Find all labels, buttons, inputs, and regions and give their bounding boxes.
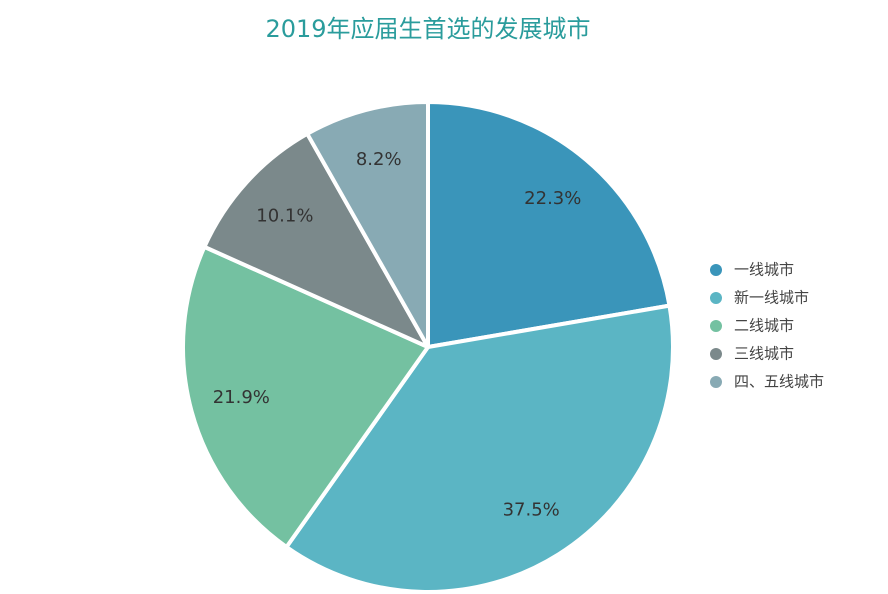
pie-slice — [426, 100, 672, 349]
legend-swatch — [710, 348, 722, 360]
legend-label: 三线城市 — [734, 345, 794, 363]
legend-label: 新一线城市 — [734, 289, 809, 307]
pie-slice — [284, 303, 675, 594]
data-label: 8.2% — [356, 149, 402, 170]
data-label: 37.5% — [503, 500, 560, 521]
legend-swatch — [710, 320, 722, 332]
pie-slice — [181, 244, 430, 550]
legend-label: 四、五线城市 — [734, 373, 824, 391]
chart-title: 2019年应届生首选的发展城市 — [265, 15, 590, 43]
legend-swatch — [710, 292, 722, 304]
data-label: 22.3% — [524, 188, 581, 209]
data-label: 21.9% — [213, 387, 270, 408]
pie-slice — [202, 131, 430, 349]
legend-swatch — [710, 376, 722, 388]
legend-label: 一线城市 — [734, 261, 794, 279]
legend-swatch — [710, 264, 722, 276]
data-label: 10.1% — [256, 206, 313, 227]
legend-label: 二线城市 — [734, 317, 794, 335]
pie-slice — [305, 100, 430, 349]
